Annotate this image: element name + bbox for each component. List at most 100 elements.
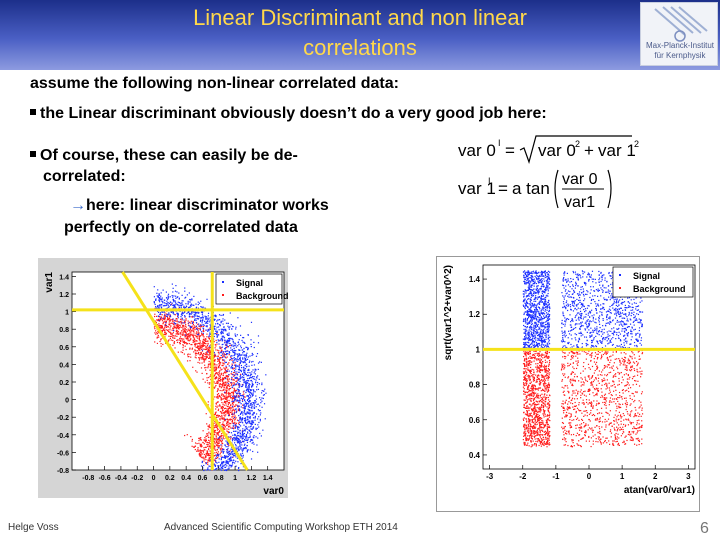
data-point <box>238 366 241 368</box>
data-point <box>531 419 533 421</box>
data-point <box>547 357 549 360</box>
data-point <box>218 431 220 433</box>
data-point <box>623 359 626 361</box>
data-point <box>534 432 536 434</box>
data-point <box>245 417 247 419</box>
data-point <box>184 345 186 347</box>
data-point <box>522 363 525 365</box>
data-point <box>154 303 156 305</box>
data-point <box>542 399 544 401</box>
data-point <box>195 318 197 320</box>
data-point <box>174 319 176 321</box>
data-point <box>526 382 528 384</box>
data-point <box>623 440 625 442</box>
data-point <box>166 304 168 306</box>
data-point <box>202 457 204 459</box>
data-point <box>185 305 187 307</box>
data-point <box>166 297 168 299</box>
data-point <box>239 380 241 383</box>
data-point <box>230 391 233 394</box>
data-point <box>594 363 597 365</box>
data-point <box>208 448 210 450</box>
data-point <box>536 421 538 423</box>
data-point <box>162 301 164 303</box>
data-point <box>583 415 585 417</box>
data-point <box>227 445 229 448</box>
data-point <box>242 434 244 436</box>
data-point <box>237 429 239 431</box>
data-point <box>195 319 197 322</box>
data-point <box>255 398 258 400</box>
data-point <box>169 323 171 325</box>
data-point <box>235 373 237 375</box>
data-point <box>222 359 224 362</box>
data-point <box>239 417 242 419</box>
data-point <box>535 363 537 365</box>
data-point <box>588 367 590 369</box>
data-point <box>238 366 240 368</box>
data-point <box>545 352 547 354</box>
data-point <box>187 354 189 356</box>
data-point <box>222 351 224 353</box>
data-point <box>208 376 210 379</box>
data-point <box>247 347 249 349</box>
data-point <box>219 378 222 380</box>
data-point <box>206 379 208 381</box>
data-point <box>215 457 217 459</box>
data-point <box>245 412 247 414</box>
data-point <box>214 438 216 440</box>
data-point <box>157 311 160 314</box>
data-point <box>203 330 205 332</box>
data-point <box>543 410 546 413</box>
data-point <box>185 296 187 298</box>
data-point <box>245 403 248 405</box>
data-point <box>227 414 230 417</box>
data-point <box>538 428 540 430</box>
data-point <box>587 424 589 426</box>
data-point <box>231 355 233 357</box>
data-point <box>220 394 222 396</box>
data-point <box>230 349 232 352</box>
data-point <box>250 396 252 398</box>
data-point <box>237 381 239 383</box>
data-point <box>188 340 190 342</box>
data-point <box>613 383 615 386</box>
data-point <box>188 307 190 309</box>
legend-box <box>215 273 283 305</box>
data-point <box>590 437 592 439</box>
data-point <box>222 339 224 341</box>
data-point <box>209 469 211 471</box>
data-point <box>220 338 222 340</box>
data-point <box>230 459 232 461</box>
data-point <box>183 327 185 329</box>
data-point <box>603 379 605 382</box>
data-point <box>200 456 202 458</box>
data-point <box>231 420 234 423</box>
data-point <box>612 354 614 356</box>
data-point <box>639 426 641 428</box>
data-point <box>613 420 615 422</box>
data-point <box>214 449 216 451</box>
data-point <box>187 334 189 336</box>
data-point <box>618 380 620 382</box>
data-point <box>205 446 207 449</box>
data-point <box>242 373 244 375</box>
data-point <box>588 440 591 442</box>
data-point <box>600 407 603 409</box>
data-point <box>221 445 223 447</box>
data-point <box>214 459 216 462</box>
data-point <box>240 453 242 455</box>
formula2-prime: I <box>488 176 491 186</box>
data-point <box>179 318 182 320</box>
data-point <box>238 353 241 355</box>
data-point <box>205 369 207 371</box>
data-point <box>252 353 254 356</box>
data-point <box>570 425 572 427</box>
data-point <box>582 381 584 383</box>
data-point <box>172 344 174 346</box>
data-point <box>525 407 527 409</box>
data-point <box>245 382 248 384</box>
data-point <box>193 319 196 321</box>
data-point <box>225 383 227 386</box>
data-point <box>628 414 631 416</box>
